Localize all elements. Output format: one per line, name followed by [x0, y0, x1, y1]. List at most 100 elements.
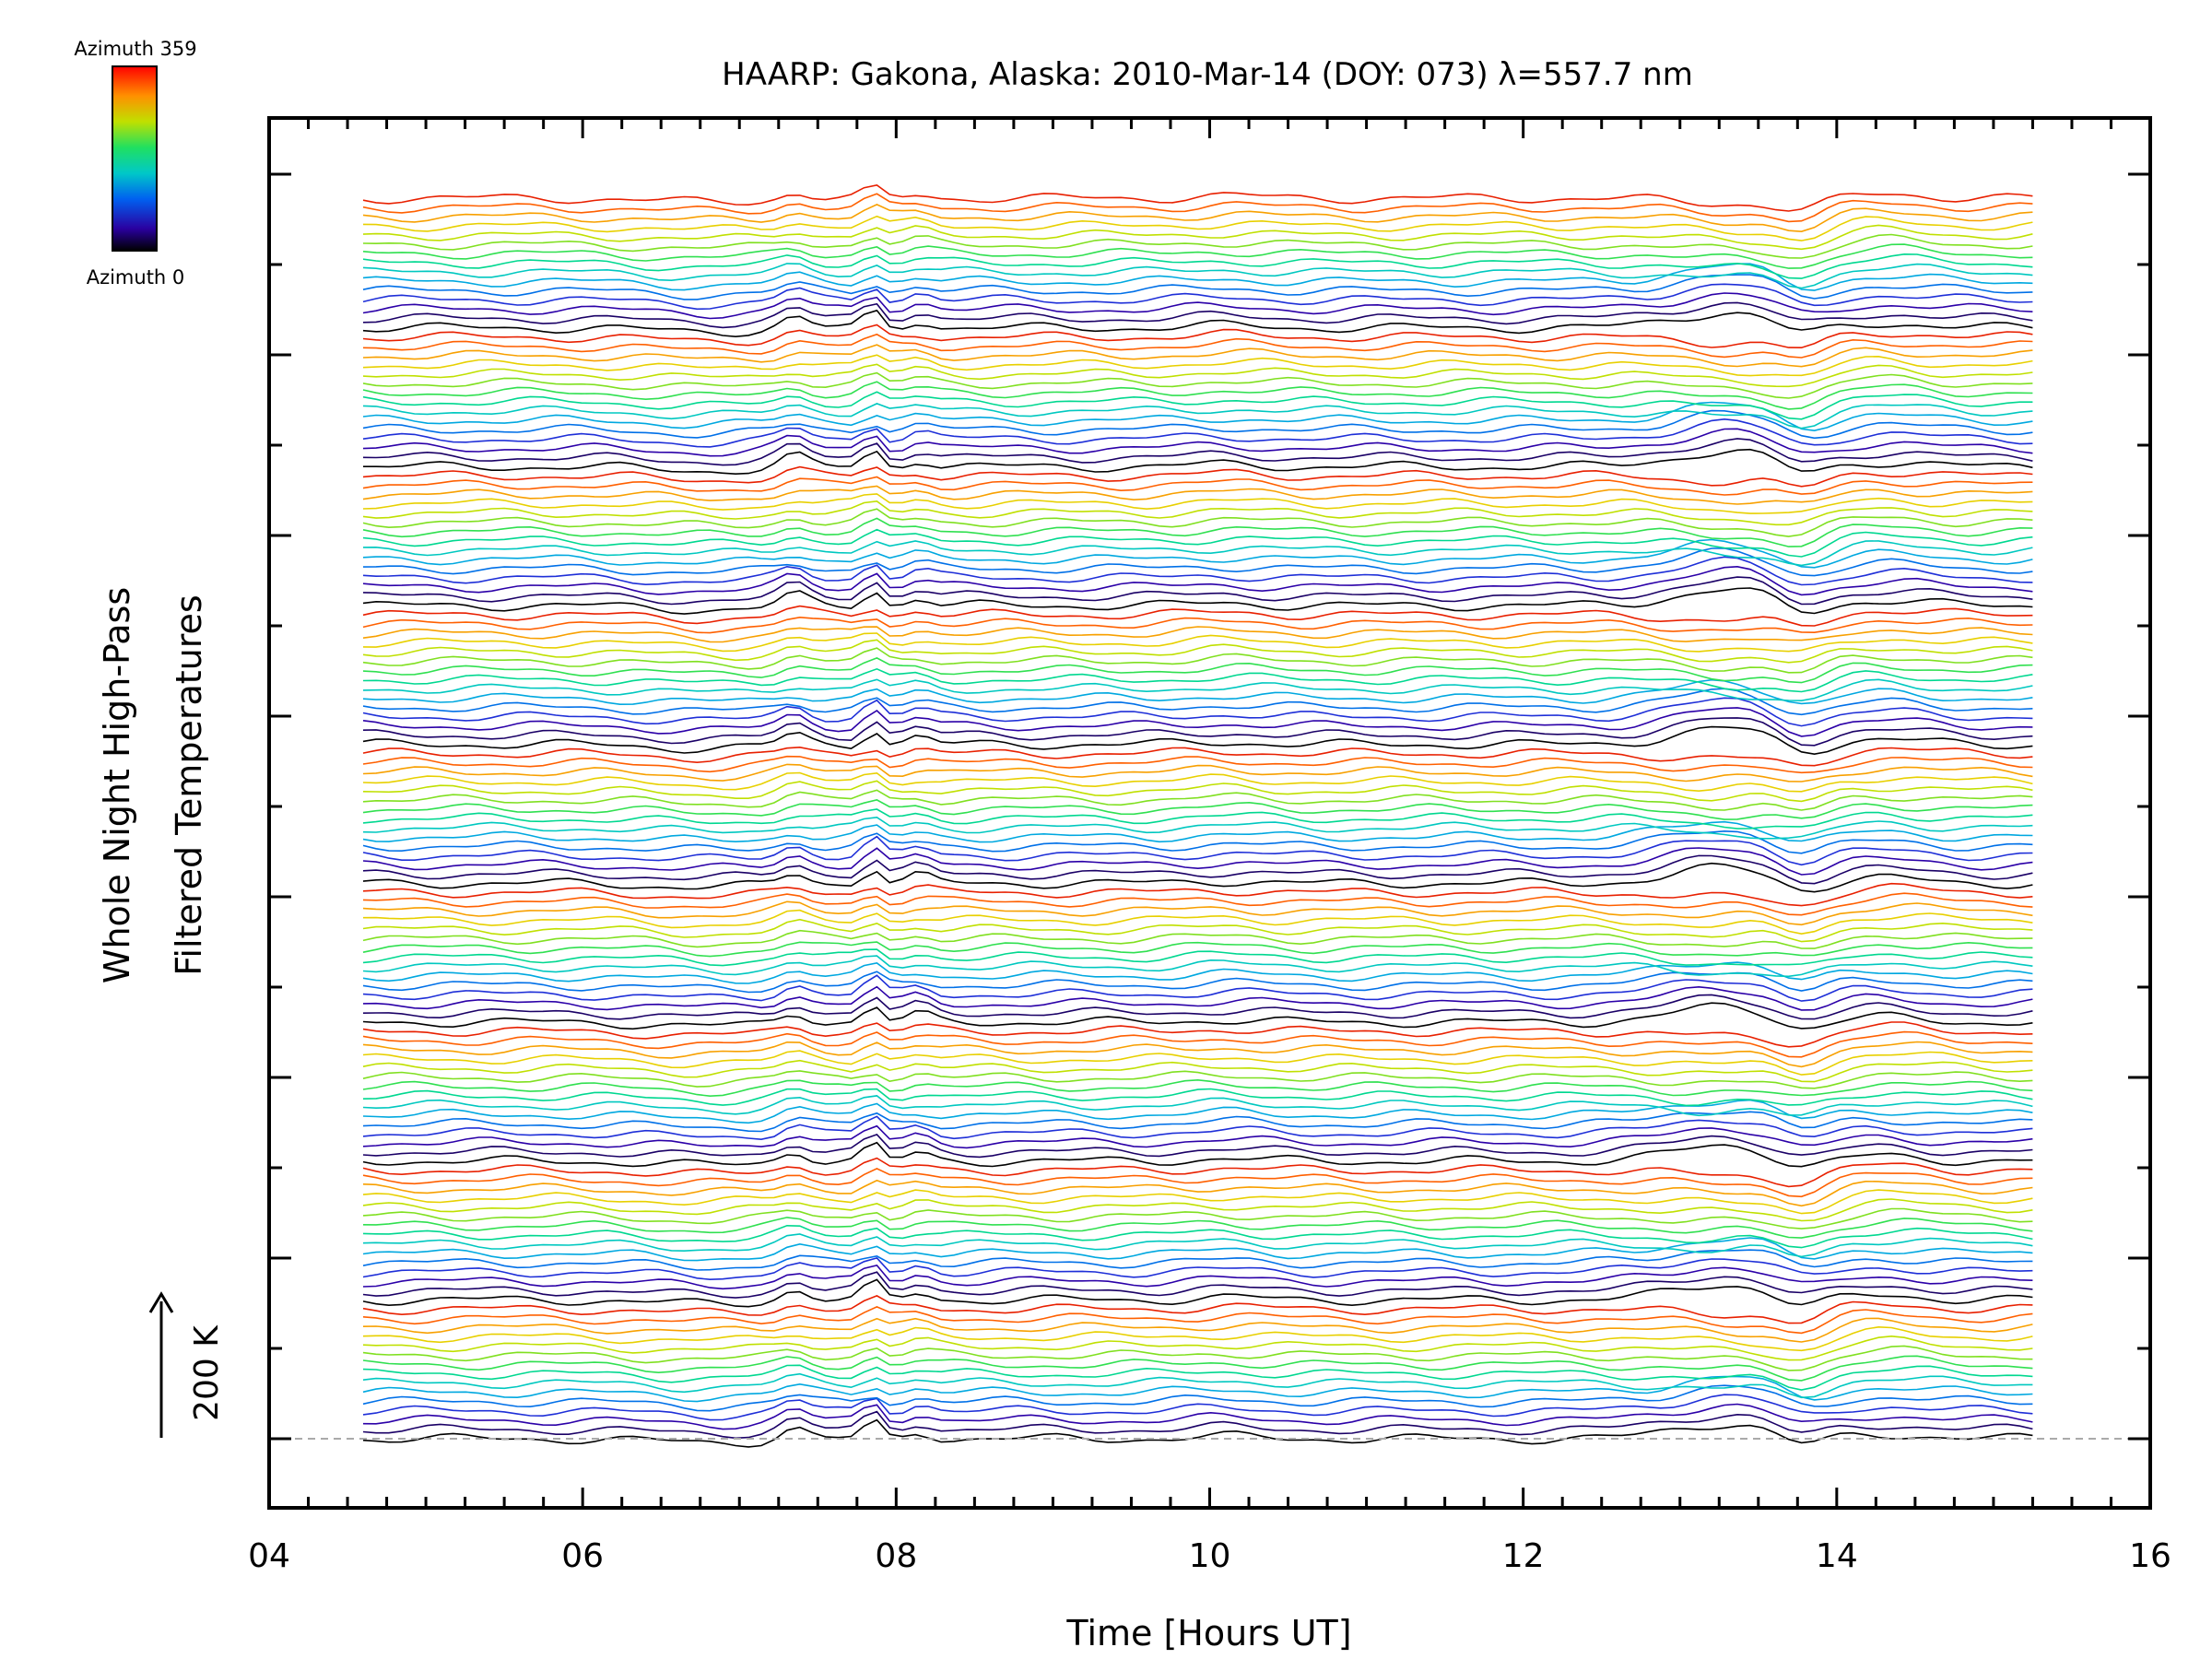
temperature-series-line — [362, 540, 2033, 567]
scale-bar-label: 200 K — [188, 1324, 226, 1421]
temperature-series-line — [362, 243, 2033, 269]
temperature-series-line — [362, 565, 2033, 596]
temperature-series-line — [362, 1278, 2033, 1308]
temperature-series-line — [362, 763, 2033, 782]
temperature-series-line — [362, 941, 2033, 958]
temperature-series-line — [362, 929, 2033, 949]
temperature-series-line — [362, 1141, 2033, 1168]
temperature-series-line — [362, 324, 2033, 349]
temperature-series-line — [362, 333, 2033, 359]
temperature-series-line — [362, 678, 2033, 706]
temperature-series-line — [362, 418, 2033, 448]
temperature-series-line — [362, 500, 2033, 526]
temperature-series-line — [362, 1078, 2033, 1098]
temperature-series-line — [362, 1041, 2033, 1068]
temperature-series-line — [362, 1394, 2033, 1421]
temperature-series-line — [362, 1317, 2033, 1343]
temperature-series-line — [362, 428, 2033, 457]
temperature-series-line — [362, 1295, 2033, 1324]
temperature-series-line — [362, 476, 2033, 496]
temperature-series-line — [362, 1237, 2033, 1262]
temperature-series-line — [362, 517, 2033, 547]
temperature-series-line — [362, 1256, 2033, 1281]
temperature-series-line — [362, 485, 2033, 505]
tick-group — [267, 118, 2152, 1508]
temperature-series-line — [362, 707, 2033, 737]
temperature-series-line — [362, 538, 2033, 569]
x-tick-label: 04 — [248, 1537, 290, 1575]
temperature-series-line — [362, 1099, 2033, 1124]
temperature-series-line — [362, 1364, 2033, 1391]
temperature-series-line — [362, 528, 2033, 558]
temperature-series-line — [362, 780, 2033, 803]
temperature-series-line — [362, 994, 2033, 1020]
x-axis-label: Time [Hours UT] — [1065, 1613, 1351, 1653]
temperature-series-line — [362, 1418, 2033, 1448]
temperature-series-line — [362, 1070, 2033, 1089]
x-tick-label: 10 — [1189, 1537, 1231, 1575]
temperature-series-line — [362, 1372, 2033, 1399]
temperature-series-line — [362, 697, 2033, 727]
temperature-series-line — [362, 391, 2033, 420]
temperature-series-line — [362, 1179, 2033, 1207]
temperature-series-line — [362, 1198, 2033, 1222]
temperature-series-line — [362, 1095, 2033, 1117]
temperature-series-line — [362, 576, 2033, 606]
temperature-series-line — [362, 1168, 2033, 1198]
scale-bar-arrow-icon — [148, 1291, 174, 1313]
temperature-series-line — [362, 587, 2033, 615]
temperature-series-line — [362, 746, 2033, 767]
temperature-series-line — [362, 1021, 2033, 1048]
temperature-series-line — [362, 1115, 2033, 1141]
temperature-series-line — [362, 1050, 2033, 1076]
colorbar-top-label: Azimuth 359 — [74, 38, 196, 60]
temperature-series-line — [362, 263, 2033, 289]
x-tick-label: 12 — [1502, 1537, 1545, 1575]
temperature-series-line — [362, 493, 2033, 514]
temperature-series-line — [362, 1265, 2033, 1290]
temperature-series-line — [362, 626, 2033, 643]
temperature-series-line — [362, 909, 2033, 935]
temperature-series-line — [362, 1384, 2033, 1412]
temperature-series-line — [362, 1271, 2033, 1299]
temperature-series-line — [362, 816, 2033, 840]
colorbar — [112, 65, 158, 252]
temperature-series-line — [362, 647, 2033, 674]
temperature-series-line — [362, 955, 2033, 978]
temperature-series-line — [362, 508, 2033, 537]
temperature-series-line — [362, 183, 2033, 212]
temperature-series-line — [362, 632, 2033, 653]
temperature-series-line — [362, 1325, 2033, 1352]
temperature-series-line — [362, 1355, 2033, 1382]
temperature-series-line — [362, 263, 2033, 291]
temperature-series-line — [362, 1002, 2033, 1030]
temperature-series-line — [362, 1059, 2033, 1083]
colorbar-bottom-label: Azimuth 0 — [87, 266, 185, 288]
x-tick-label: 06 — [561, 1537, 604, 1575]
temperature-series-line — [362, 1233, 2033, 1258]
x-tick-labels: 04 06 08 10 12 14 16 — [248, 1537, 2171, 1575]
temperature-series-line — [362, 667, 2033, 693]
temperature-series-line — [362, 301, 2033, 329]
temperature-series-line — [362, 193, 2033, 223]
temperature-series-line — [362, 1088, 2033, 1107]
temperature-series-line — [362, 438, 2033, 466]
temperature-series-line — [362, 274, 2033, 300]
temperature-series-line — [362, 808, 2033, 830]
temperature-series-line — [362, 688, 2033, 716]
temperature-series-line — [362, 900, 2033, 926]
temperature-series-line — [362, 717, 2033, 747]
temperature-series-line — [362, 403, 2033, 429]
temperature-series-line — [362, 771, 2033, 793]
temperature-series-line — [362, 409, 2033, 440]
temperature-series-line — [362, 1111, 2033, 1133]
temperature-series-line — [362, 1335, 2033, 1361]
series-group — [362, 183, 2033, 1448]
temperature-series-line — [362, 381, 2033, 410]
temperature-series-line — [362, 1157, 2033, 1188]
temperature-series-line — [362, 465, 2033, 488]
y-axis-label-line1: Whole Night High-Pass — [97, 587, 137, 983]
temperature-series-line — [362, 948, 2033, 967]
temperature-series-line — [362, 215, 2033, 241]
